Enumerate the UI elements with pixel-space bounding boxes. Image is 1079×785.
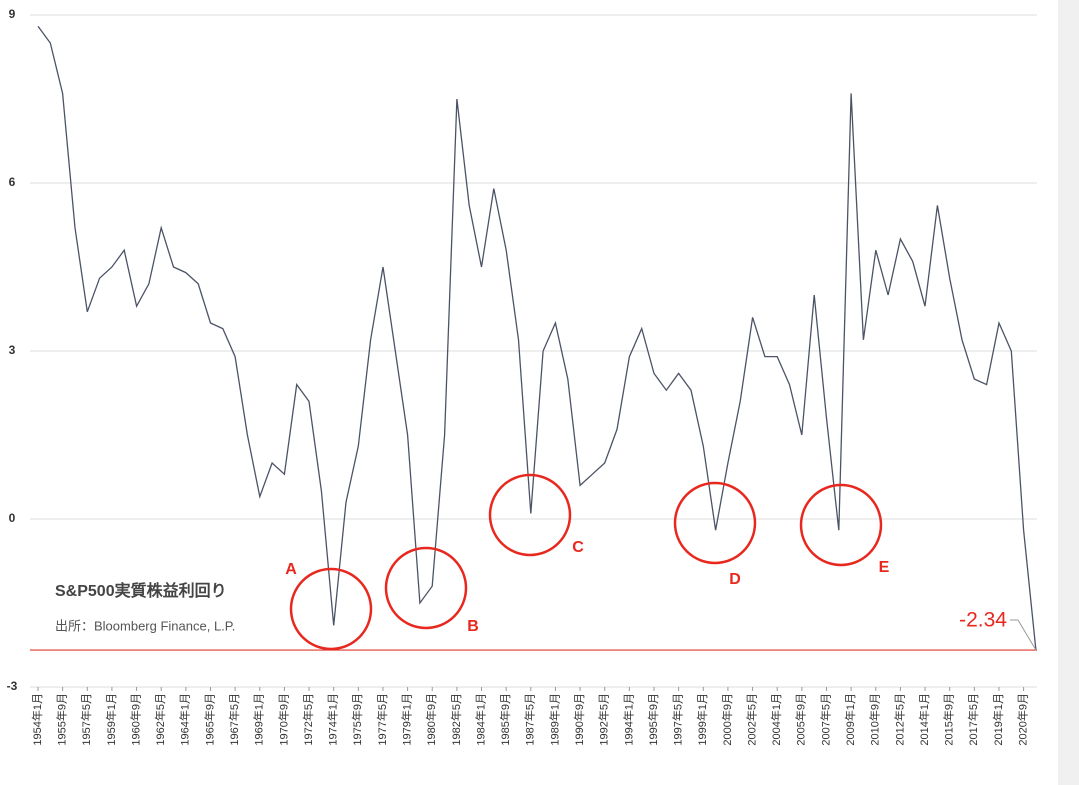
x-tick-label: 1992年5月 bbox=[597, 693, 611, 746]
x-tick-label: 1994年1月 bbox=[621, 693, 635, 746]
x-tick-label: 2019年1月 bbox=[991, 693, 1005, 746]
annotation-label: D bbox=[729, 571, 741, 588]
x-tick-label: 1987年5月 bbox=[523, 693, 537, 746]
x-tick-label: 1970年9月 bbox=[276, 693, 290, 746]
y-tick-label: 6 bbox=[9, 175, 16, 189]
annotation-label: B bbox=[467, 618, 479, 635]
annotation-label: C bbox=[572, 539, 584, 556]
x-tick-label: 2009年1月 bbox=[843, 693, 857, 746]
x-tick-label: 1979年1月 bbox=[400, 693, 414, 746]
x-tick-label: 1969年1月 bbox=[252, 693, 266, 746]
x-tick-label: 1989年1月 bbox=[547, 693, 561, 746]
leader-line bbox=[1017, 619, 1037, 651]
x-tick-label: 1965年9月 bbox=[202, 693, 216, 746]
annotation-circle bbox=[673, 481, 757, 565]
x-tick-label: 1982年5月 bbox=[449, 693, 463, 746]
x-tick-label: 2017年5月 bbox=[966, 693, 980, 746]
x-tick-label: 2014年1月 bbox=[917, 693, 931, 746]
x-tick-label: 1957年5月 bbox=[79, 693, 93, 746]
x-tick-label: 1975年9月 bbox=[350, 693, 364, 746]
data-line bbox=[37, 25, 1037, 651]
x-tick-label: 2005年9月 bbox=[794, 693, 808, 746]
x-tick-label: 2007年5月 bbox=[818, 693, 832, 746]
x-tick-label: 1955年9月 bbox=[55, 693, 69, 746]
x-tick-label: 2010年9月 bbox=[868, 693, 882, 746]
x-tick-label: 2002年5月 bbox=[744, 693, 758, 746]
x-tick-label: 1974年1月 bbox=[326, 693, 340, 746]
annotation-circle bbox=[384, 546, 468, 630]
value-label: -2.34 bbox=[959, 609, 1007, 632]
x-tick-label: 1999年1月 bbox=[695, 693, 709, 746]
y-tick-label: 9 bbox=[9, 7, 16, 21]
x-tick-label: 2012年5月 bbox=[892, 693, 906, 746]
x-tick-label: 1959年1月 bbox=[104, 693, 118, 746]
x-tick-label: 2004年1月 bbox=[769, 693, 783, 746]
x-tick-label: 1997年5月 bbox=[671, 693, 685, 746]
x-tick-label: 1960年9月 bbox=[128, 693, 142, 746]
annotation-label: A bbox=[285, 561, 297, 578]
annotation-circle bbox=[488, 473, 572, 557]
x-tick-label: 1962年5月 bbox=[153, 693, 167, 746]
x-tick-label: 1967年5月 bbox=[227, 693, 241, 746]
source-note: 出所：Bloomberg Finance, L.P. bbox=[55, 618, 235, 633]
x-tick-label: 1985年9月 bbox=[498, 693, 512, 746]
x-tick-label: 1972年5月 bbox=[301, 693, 315, 746]
x-tick-label: 1980年9月 bbox=[424, 693, 438, 746]
x-tick-label: 1977年5月 bbox=[375, 693, 389, 746]
chart-title: S&P500実質株益利回り bbox=[55, 581, 227, 600]
annotation-circle bbox=[799, 483, 883, 567]
x-tick-label: 1954年1月 bbox=[30, 693, 44, 746]
x-tick-label: 1964年1月 bbox=[178, 693, 192, 746]
x-tick-label: 2000年9月 bbox=[720, 693, 734, 746]
x-tick-label: 1990年9月 bbox=[572, 693, 586, 746]
x-tick-label: 1984年1月 bbox=[473, 693, 487, 746]
x-tick-label: 2020年9月 bbox=[1016, 693, 1030, 746]
x-tick-label: 1995年9月 bbox=[646, 693, 660, 746]
annotation-label: E bbox=[879, 559, 890, 576]
annotation-circle bbox=[289, 567, 373, 651]
scrollbar bbox=[1058, 0, 1079, 785]
y-tick-label: 3 bbox=[9, 343, 16, 357]
x-tick-label: 2015年9月 bbox=[942, 693, 956, 746]
y-tick-label: 0 bbox=[9, 511, 16, 525]
y-tick-label: -3 bbox=[7, 679, 18, 693]
